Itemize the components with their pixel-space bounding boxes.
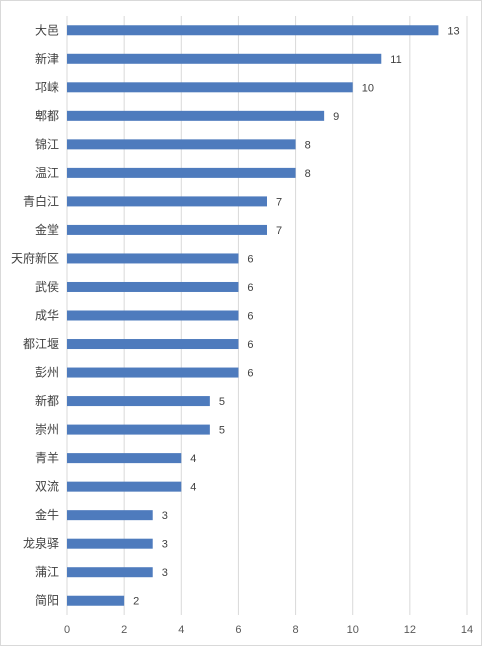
category-label: 新都	[35, 393, 59, 408]
category-label: 郫都	[35, 108, 59, 123]
category-label: 新津	[35, 51, 59, 66]
data-label: 3	[162, 510, 168, 522]
bar	[67, 253, 239, 264]
bar	[67, 281, 239, 292]
data-label: 7	[276, 196, 282, 208]
x-tick-label: 10	[347, 624, 359, 636]
x-tick-label: 12	[404, 624, 416, 636]
data-label: 6	[247, 253, 253, 265]
data-label: 6	[247, 368, 253, 380]
category-label: 锦江	[35, 137, 59, 151]
data-label: 5	[219, 396, 225, 408]
data-label: 9	[333, 111, 339, 123]
bar	[67, 310, 239, 321]
bar	[67, 196, 267, 207]
bar	[67, 139, 296, 150]
data-label: 4	[190, 482, 196, 494]
data-label: 3	[162, 567, 168, 579]
bar	[67, 53, 382, 64]
category-label: 金堂	[35, 222, 59, 237]
bar	[67, 82, 353, 93]
x-tick-label: 2	[121, 624, 127, 636]
category-label: 金牛	[35, 507, 59, 522]
data-label: 7	[276, 225, 282, 237]
bar	[67, 424, 210, 435]
category-label: 简阳	[35, 594, 59, 608]
category-label: 天府新区	[11, 250, 59, 265]
category-label: 成华	[35, 309, 59, 323]
bar	[67, 595, 125, 606]
bar	[67, 538, 153, 549]
category-label: 武侯	[35, 280, 59, 294]
category-label: 崇州	[35, 423, 59, 437]
bar	[67, 453, 182, 464]
category-label: 青羊	[35, 450, 59, 465]
category-label: 温江	[35, 166, 59, 180]
x-tick-label: 6	[235, 624, 241, 636]
x-tick-label: 8	[293, 624, 299, 636]
data-label: 8	[305, 168, 311, 180]
bar	[67, 167, 296, 178]
bar	[67, 510, 153, 521]
category-label: 蒲江	[35, 565, 59, 579]
category-label: 大邑	[35, 23, 59, 37]
category-label: 龙泉驿	[23, 537, 59, 551]
data-label: 10	[362, 82, 374, 94]
category-label: 邛崃	[35, 80, 59, 94]
data-label: 8	[305, 139, 311, 151]
bar	[67, 110, 325, 121]
data-label: 6	[247, 339, 253, 351]
category-label: 青白江	[23, 193, 59, 208]
category-label: 都江堰	[23, 337, 59, 351]
x-tick-label: 4	[178, 624, 184, 636]
bar	[67, 339, 239, 350]
bar	[67, 224, 267, 235]
data-label: 2	[133, 596, 139, 608]
bar	[67, 396, 210, 407]
data-label: 5	[219, 425, 225, 437]
x-tick-label: 0	[64, 624, 70, 636]
bar	[67, 567, 153, 578]
data-label: 6	[247, 282, 253, 294]
data-label: 6	[247, 311, 253, 323]
data-label: 3	[162, 539, 168, 551]
x-tick-label: 14	[461, 624, 473, 636]
category-label: 彭州	[35, 366, 59, 380]
data-label: 13	[447, 25, 459, 37]
category-label: 双流	[35, 480, 59, 494]
bar	[67, 367, 239, 378]
bar	[67, 481, 182, 492]
data-label: 11	[390, 54, 401, 66]
bar	[67, 25, 439, 36]
data-label: 4	[190, 453, 196, 465]
